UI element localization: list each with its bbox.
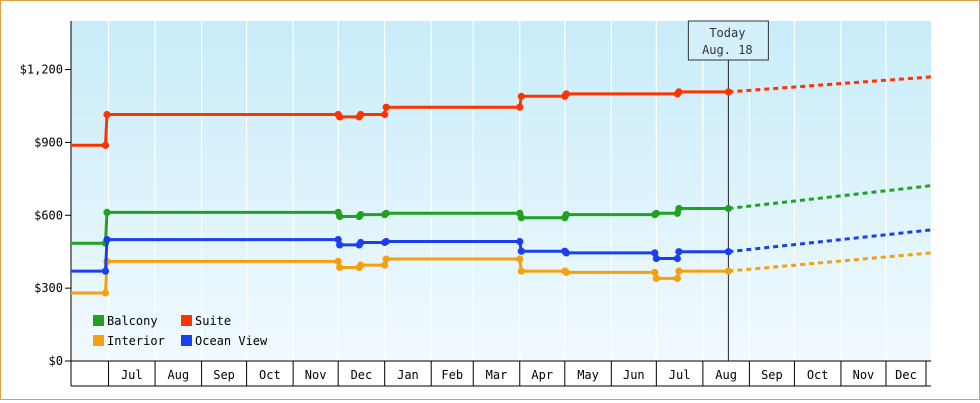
data-point [103,110,111,119]
legend-label: Balcony [107,314,158,328]
data-point [673,254,682,263]
data-point [516,103,524,111]
y-tick-label: $900 [34,135,63,149]
data-point [101,267,110,275]
x-tick-label: Aug [167,368,189,382]
forecast-line-interior [728,251,932,273]
data-point [675,88,683,96]
data-point [336,212,344,221]
data-point [724,204,733,213]
data-point [516,255,524,263]
legend-item-interior: Interior [93,334,165,348]
x-tick-label: Mar [486,368,508,382]
x-tick-label: Jul [669,368,691,382]
data-point [652,209,660,217]
plot-background [71,21,931,361]
data-point [517,267,525,275]
x-tick-label: Oct [807,368,829,382]
data-point [562,90,570,98]
y-tick-label: $0 [49,354,63,368]
data-point [562,211,570,219]
legend-label: Suite [195,314,231,328]
data-point [652,254,660,263]
data-point [651,268,659,276]
x-tick-label: Nov [853,368,875,382]
legend-item-ocean-view: Ocean View [181,334,268,348]
x-tick-label: Feb [441,368,463,382]
data-point [724,88,733,96]
y-tick-label: $1,200 [20,63,63,77]
legend-label: Interior [107,334,165,348]
data-point [651,249,659,257]
x-tick-label: Nov [305,368,327,382]
x-tick-label: May [577,368,599,382]
x-tick-label: Sep [761,368,783,382]
legend-label: Ocean View [195,334,268,348]
data-point [336,263,344,272]
data-point [382,209,390,217]
data-point [334,257,342,265]
data-point [517,214,525,222]
forecast-line-balcony [728,184,932,210]
data-point [357,261,365,269]
x-tick-label: Jan [397,368,419,382]
data-point [357,110,365,119]
forecast-line-suite [728,75,932,94]
x-tick-label: Aug [715,368,737,382]
data-point [724,267,733,275]
data-point [675,267,683,275]
legend-item-balcony: Balcony [93,314,158,328]
data-point [517,247,525,255]
x-tick-label: Dec [895,368,917,382]
data-point [517,92,525,100]
x-tick-label: Jun [623,368,645,382]
today-label: Today [709,26,745,40]
data-point [382,237,390,246]
data-point [562,249,570,257]
data-point [724,248,733,256]
data-point [336,113,344,121]
data-point [562,268,570,276]
series-ocean-view [71,228,932,275]
data-point [103,208,111,216]
data-point [382,255,390,263]
series-interior [71,251,932,297]
today-date-label: Aug. 18 [702,43,753,57]
x-tick-label: Jul [121,368,143,382]
today-box [687,20,769,61]
data-point [675,248,683,256]
data-point [675,204,683,213]
legend-swatch [181,315,192,326]
series-balcony [71,184,932,247]
x-tick-label: Sep [213,368,235,382]
forecast-line-ocean-view [728,228,932,254]
data-point [652,274,660,282]
legend-item-suite: Suite [181,314,231,328]
x-tick-label: Oct [259,368,281,382]
series-suite [71,75,932,149]
y-tick-label: $300 [34,281,63,295]
data-point [357,238,365,247]
data-point [101,289,110,297]
data-point [101,141,110,149]
x-tick-label: Apr [531,368,553,382]
data-point [381,110,389,119]
legend-swatch [93,315,104,326]
y-tick-label: $600 [34,208,63,222]
legend-swatch [93,335,104,346]
data-point [103,236,111,244]
data-point [673,274,682,282]
data-point [381,261,389,269]
data-point [336,241,344,249]
data-point [382,103,390,111]
x-tick-label: Dec [351,368,373,382]
legend-swatch [181,335,192,346]
series-line-suite [71,90,729,147]
data-point [516,237,524,246]
data-point [357,211,365,219]
